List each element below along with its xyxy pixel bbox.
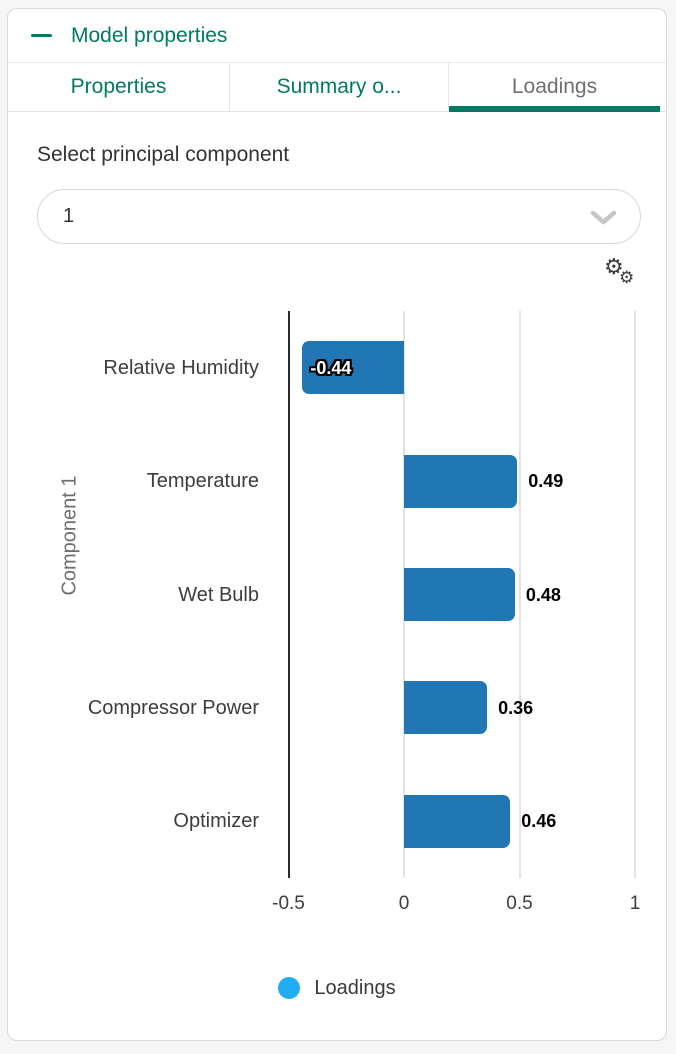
gridline [518, 311, 521, 878]
legend-item-loadings[interactable]: Loadings [8, 973, 666, 1003]
chart-settings-gears-icon[interactable]: ⚙ ⚙ [604, 255, 635, 288]
select-principal-component-label: Select principal component [37, 143, 290, 166]
x-tick-label: 1 [629, 893, 641, 914]
panel-title: Model properties [71, 23, 228, 47]
tab-loadings-label: Loadings [511, 75, 598, 98]
model-properties-panel: Model properties Properties Summary o...… [7, 8, 667, 1041]
category-label: Compressor Power [87, 696, 259, 719]
principal-component-dropdown[interactable]: 1 [37, 189, 641, 244]
category-label: Wet Bulb [178, 583, 259, 606]
value-label: 0.49 [528, 471, 564, 492]
category-label: Relative Humidity [103, 356, 259, 379]
x-tick-label: 0.5 [506, 893, 533, 914]
bar-3[interactable] [404, 568, 515, 621]
loadings-bar-chart: Component 1 Loadings -0.5 0 0.5 1 Relative H… [8, 9, 666, 1040]
bar-2[interactable] [404, 454, 518, 508]
x-tick-label: 0 [398, 893, 410, 914]
value-label: 0.46 [521, 811, 557, 832]
y-axis-line [288, 311, 290, 878]
bar-5[interactable] [404, 794, 511, 848]
bar-1[interactable] [302, 341, 404, 395]
x-tick-label: -0.5 [272, 893, 305, 914]
tab-summary-label: Summary o... [276, 75, 402, 98]
value-label: 0.48 [525, 584, 561, 605]
panel-header: Model properties [8, 9, 666, 63]
dropdown-selected-value: 1 [63, 205, 75, 227]
legend-marker-icon [278, 977, 301, 999]
category-label: Optimizer [173, 810, 259, 833]
category-label: Temperature [146, 470, 259, 493]
tab-properties-label: Properties [70, 75, 167, 98]
legend-label: Loadings [314, 976, 396, 999]
value-label: -0.44 [310, 357, 352, 378]
gridline [634, 311, 636, 878]
tab-properties[interactable]: Properties [8, 63, 229, 111]
value-label: 0.36 [498, 697, 534, 718]
collapse-minus-icon[interactable] [31, 34, 52, 37]
chevron-down-icon [590, 210, 617, 231]
tab-bar: Properties Summary o... Loadings [8, 63, 666, 112]
tab-loadings[interactable]: Loadings [448, 63, 660, 112]
tab-summary[interactable]: Summary o... [229, 63, 448, 111]
bar-4[interactable] [404, 681, 488, 735]
